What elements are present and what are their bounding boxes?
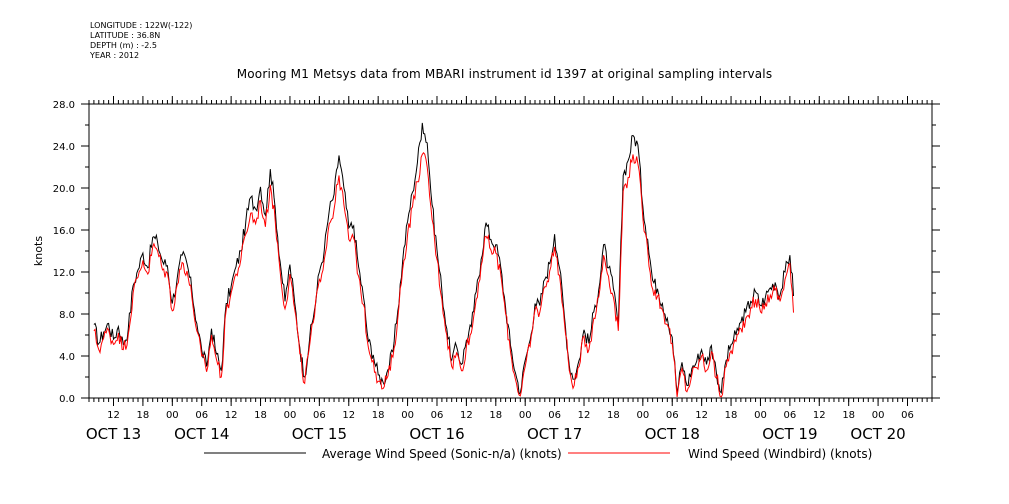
x-hour-label: 12: [813, 410, 826, 421]
series-line-1: [93, 122, 794, 396]
longitude-label: LONGITUDE : 122W(-122): [90, 21, 193, 30]
chart-title: Mooring M1 Metsys data from MBARI instru…: [236, 67, 773, 81]
x-hour-label: 18: [607, 410, 620, 421]
x-day-label: OCT 14: [174, 425, 229, 443]
x-hour-label: 12: [107, 410, 120, 421]
x-hour-label: 00: [166, 410, 179, 421]
y-axis: 0.0 4.0 8.0 12.0 16.0 20.0 24.0 28.0: [53, 100, 940, 405]
y-tick-label: 24.0: [53, 142, 75, 153]
depth-label: DEPTH (m) : -2.5: [90, 41, 157, 50]
x-day-label: OCT 15: [292, 425, 347, 443]
legend-label-1: Average Wind Speed (Sonic-n/a) (knots): [322, 447, 562, 461]
x-hour-label: 12: [342, 410, 355, 421]
y-tick-label: 0.0: [59, 394, 75, 405]
x-hour-label: 00: [519, 410, 532, 421]
x-hour-label: 06: [783, 410, 796, 421]
x-hour-label: 06: [666, 410, 679, 421]
x-hour-label: 00: [284, 410, 297, 421]
station-metadata: LONGITUDE : 122W(-122) LATITUDE : 36.8N …: [90, 21, 192, 61]
y-tick-label: 12.0: [53, 268, 75, 279]
x-day-label: OCT 16: [409, 425, 464, 443]
y-tick-label: 8.0: [59, 310, 75, 321]
x-hour-label: 12: [225, 410, 238, 421]
x-hour-label: 06: [901, 410, 914, 421]
series-line-2: [93, 152, 794, 398]
legend: Average Wind Speed (Sonic-n/a) (knots) Wi…: [204, 447, 872, 461]
x-hour-label: 06: [548, 410, 561, 421]
x-day-label: OCT 19: [762, 425, 817, 443]
legend-label-2: Wind Speed (Windbird) (knots): [688, 447, 872, 461]
x-hour-label: 00: [636, 410, 649, 421]
series-lines: [93, 122, 794, 398]
y-tick-label: 16.0: [53, 226, 75, 237]
x-hour-label: 06: [195, 410, 208, 421]
x-hour-label: 18: [372, 410, 385, 421]
y-axis-label: knots: [32, 236, 45, 266]
x-hour-label: 06: [313, 410, 326, 421]
x-hour-label: 00: [754, 410, 767, 421]
x-hour-label: 18: [842, 410, 855, 421]
x-day-label: OCT 17: [527, 425, 582, 443]
x-hour-label: 00: [872, 410, 885, 421]
x-day-label: OCT 13: [86, 425, 141, 443]
year-label: YEAR : 2012: [90, 51, 140, 60]
latitude-label: LATITUDE : 36.8N: [90, 31, 161, 40]
x-hour-label: 00: [401, 410, 414, 421]
x-hour-label: 06: [431, 410, 444, 421]
y-tick-label: 20.0: [53, 184, 75, 195]
x-hour-label: 12: [578, 410, 591, 421]
x-hour-label: 12: [695, 410, 708, 421]
y-tick-label: 4.0: [59, 352, 75, 363]
x-hour-label: 18: [725, 410, 738, 421]
x-day-label: OCT 20: [850, 425, 905, 443]
x-axis: 12 18 00 06 12 18 00 06 12 18 00 06 12 18 00 06 12 18 00 06…: [86, 96, 933, 443]
y-tick-label: 28.0: [53, 100, 75, 111]
x-hour-label: 12: [460, 410, 473, 421]
x-day-label: OCT 18: [645, 425, 700, 443]
x-hour-label: 18: [489, 410, 502, 421]
x-hour-label: 18: [137, 410, 150, 421]
x-hour-label: 18: [254, 410, 267, 421]
